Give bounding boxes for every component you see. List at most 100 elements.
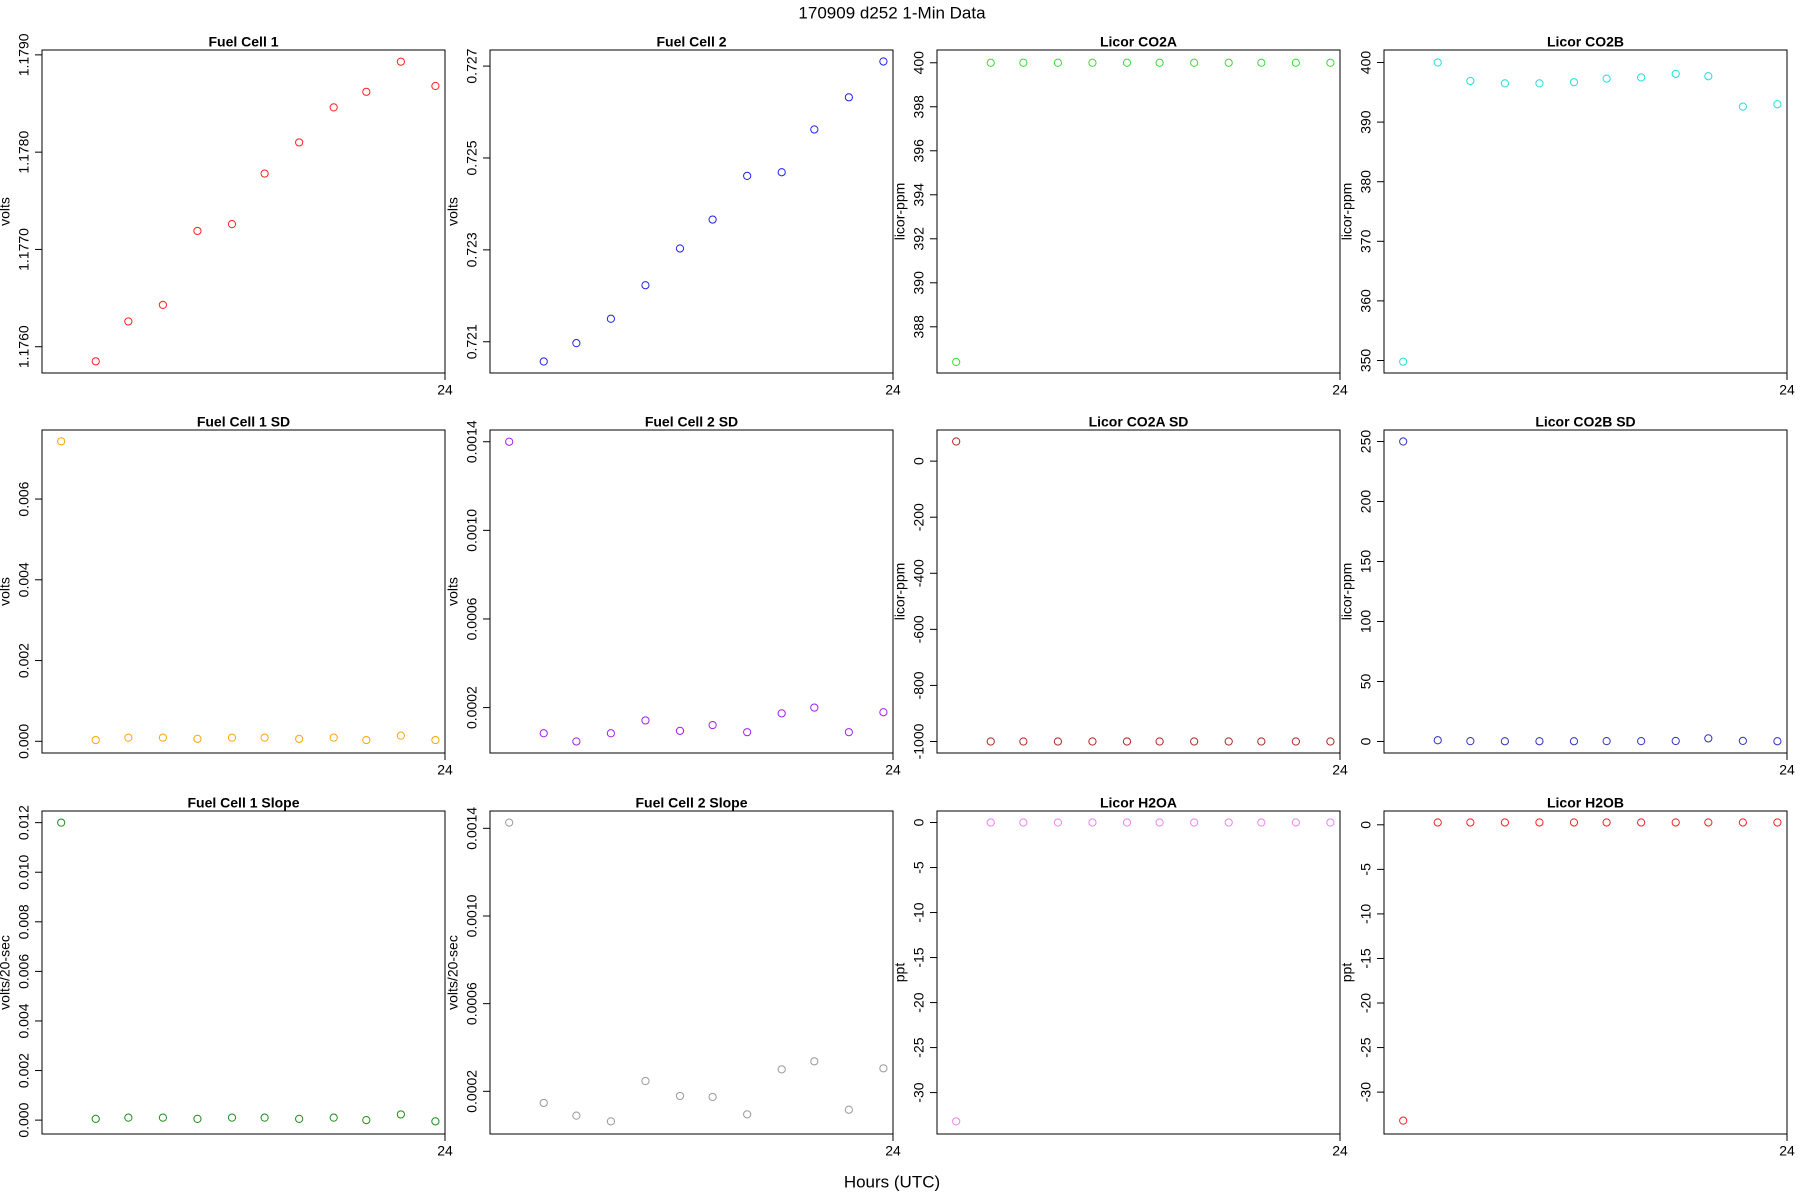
data-point: [1291, 737, 1300, 746]
data-point: [1671, 736, 1680, 746]
data-point: [1535, 818, 1544, 827]
x-axis-label: Hours (UTC): [844, 1172, 940, 1191]
data-point: [777, 1065, 786, 1074]
y-axis-label: volts: [0, 577, 13, 606]
x-tick-label: 24: [437, 382, 453, 398]
y-tick-label: 0.010: [16, 855, 32, 890]
data-point: [708, 215, 717, 224]
y-tick-label: 0.004: [16, 562, 32, 597]
y-tick-label: 400: [911, 51, 927, 75]
data-point: [57, 818, 66, 827]
data-point: [1190, 58, 1199, 67]
data-point: [606, 314, 616, 323]
data-point: [641, 1076, 650, 1086]
data-point: [1704, 72, 1713, 81]
plot-title: Fuel Cell 1: [208, 34, 278, 50]
y-tick-label: 150: [1358, 550, 1374, 574]
y-tick-label: 0.004: [16, 1003, 32, 1038]
data-point: [362, 1116, 371, 1125]
plot-title: Fuel Cell 1 Slope: [187, 795, 299, 811]
data-point: [124, 317, 133, 326]
data-point: [431, 1117, 440, 1126]
x-tick-label: 24: [1332, 1143, 1348, 1159]
data-point: [260, 1113, 269, 1122]
y-tick-label: 0.721: [464, 324, 480, 359]
x-tick-label: 24: [1779, 382, 1795, 398]
data-point: [1257, 58, 1266, 67]
data-point: [1569, 78, 1579, 87]
data-point: [227, 1113, 237, 1122]
y-tick-label: 396: [911, 139, 927, 163]
data-point: [879, 57, 888, 66]
data-point: [1773, 100, 1782, 109]
data-point: [539, 357, 548, 366]
y-axis-label: licor-ppm: [892, 183, 908, 241]
data-point: [844, 1105, 853, 1114]
y-axis-label: volts/20-sec: [0, 935, 13, 1010]
data-point: [1088, 737, 1097, 746]
data-point: [1433, 736, 1442, 745]
y-tick-label: -25: [1358, 1037, 1374, 1057]
data-point: [810, 125, 819, 134]
data-point: [1602, 74, 1611, 83]
data-point: [986, 818, 995, 827]
page-title: 170909 d252 1-Min Data: [798, 3, 986, 22]
data-point: [1602, 737, 1611, 746]
y-tick-label: 0.002: [16, 1053, 32, 1088]
y-tick-label: -800: [911, 671, 927, 699]
data-point: [606, 729, 616, 738]
plot-frame: [1383, 810, 1788, 1135]
data-point: [396, 1110, 405, 1119]
data-point: [193, 226, 202, 236]
y-axis-label: ppt: [892, 963, 908, 983]
y-tick-label: 350: [1358, 349, 1374, 373]
plot-title: Licor CO2A SD: [1089, 414, 1189, 430]
data-point: [193, 734, 202, 743]
data-point: [260, 169, 269, 178]
data-point: [505, 437, 514, 446]
y-tick-label: 0.008: [16, 904, 32, 939]
y-axis-label: ppt: [1339, 963, 1355, 983]
y-tick-label: 0.006: [16, 481, 32, 516]
y-tick-label: -15: [1358, 948, 1374, 968]
y-tick-label: 0.0002: [464, 686, 480, 729]
x-tick-label: 24: [437, 762, 453, 778]
y-tick-label: 360: [1358, 289, 1374, 313]
data-point: [572, 339, 581, 348]
y-tick-label: 394: [911, 183, 927, 207]
data-point: [1399, 1116, 1408, 1125]
data-point: [260, 733, 269, 742]
y-tick-label: -20: [1358, 993, 1374, 1013]
data-point: [329, 103, 338, 112]
y-tick-label: 0.0010: [464, 509, 480, 552]
data-point: [1535, 79, 1544, 88]
data-point: [1671, 818, 1680, 827]
data-point: [1224, 737, 1233, 746]
y-tick-label: 0.0014: [464, 420, 480, 463]
y-tick-label: 0.0002: [464, 1070, 480, 1113]
y-tick-label: 0: [1358, 821, 1374, 829]
data-point: [1500, 818, 1510, 827]
data-point: [1466, 737, 1475, 746]
y-tick-label: 200: [1358, 490, 1374, 514]
y-tick-label: 1.1770: [16, 228, 32, 271]
plot-frame: [936, 429, 1341, 754]
plot-title: Fuel Cell 1 SD: [197, 414, 290, 430]
data-point: [1224, 58, 1233, 67]
y-tick-label: 0.000: [16, 1102, 32, 1137]
x-tick-label: 24: [437, 1143, 453, 1159]
y-tick-label: 0.725: [464, 140, 480, 175]
data-point: [1738, 102, 1747, 111]
plot-title: Fuel Cell 2 Slope: [635, 795, 747, 811]
data-point: [158, 300, 167, 309]
data-point: [1053, 58, 1063, 67]
data-point: [1637, 737, 1646, 746]
y-tick-label: -30: [911, 1082, 927, 1102]
data-point: [158, 733, 167, 742]
data-point: [1088, 58, 1097, 67]
y-tick-label: 0: [911, 818, 927, 826]
plot-title: Licor H2OA: [1100, 795, 1177, 811]
data-point: [1053, 737, 1063, 746]
data-point: [1738, 736, 1747, 745]
data-point: [329, 1113, 338, 1122]
